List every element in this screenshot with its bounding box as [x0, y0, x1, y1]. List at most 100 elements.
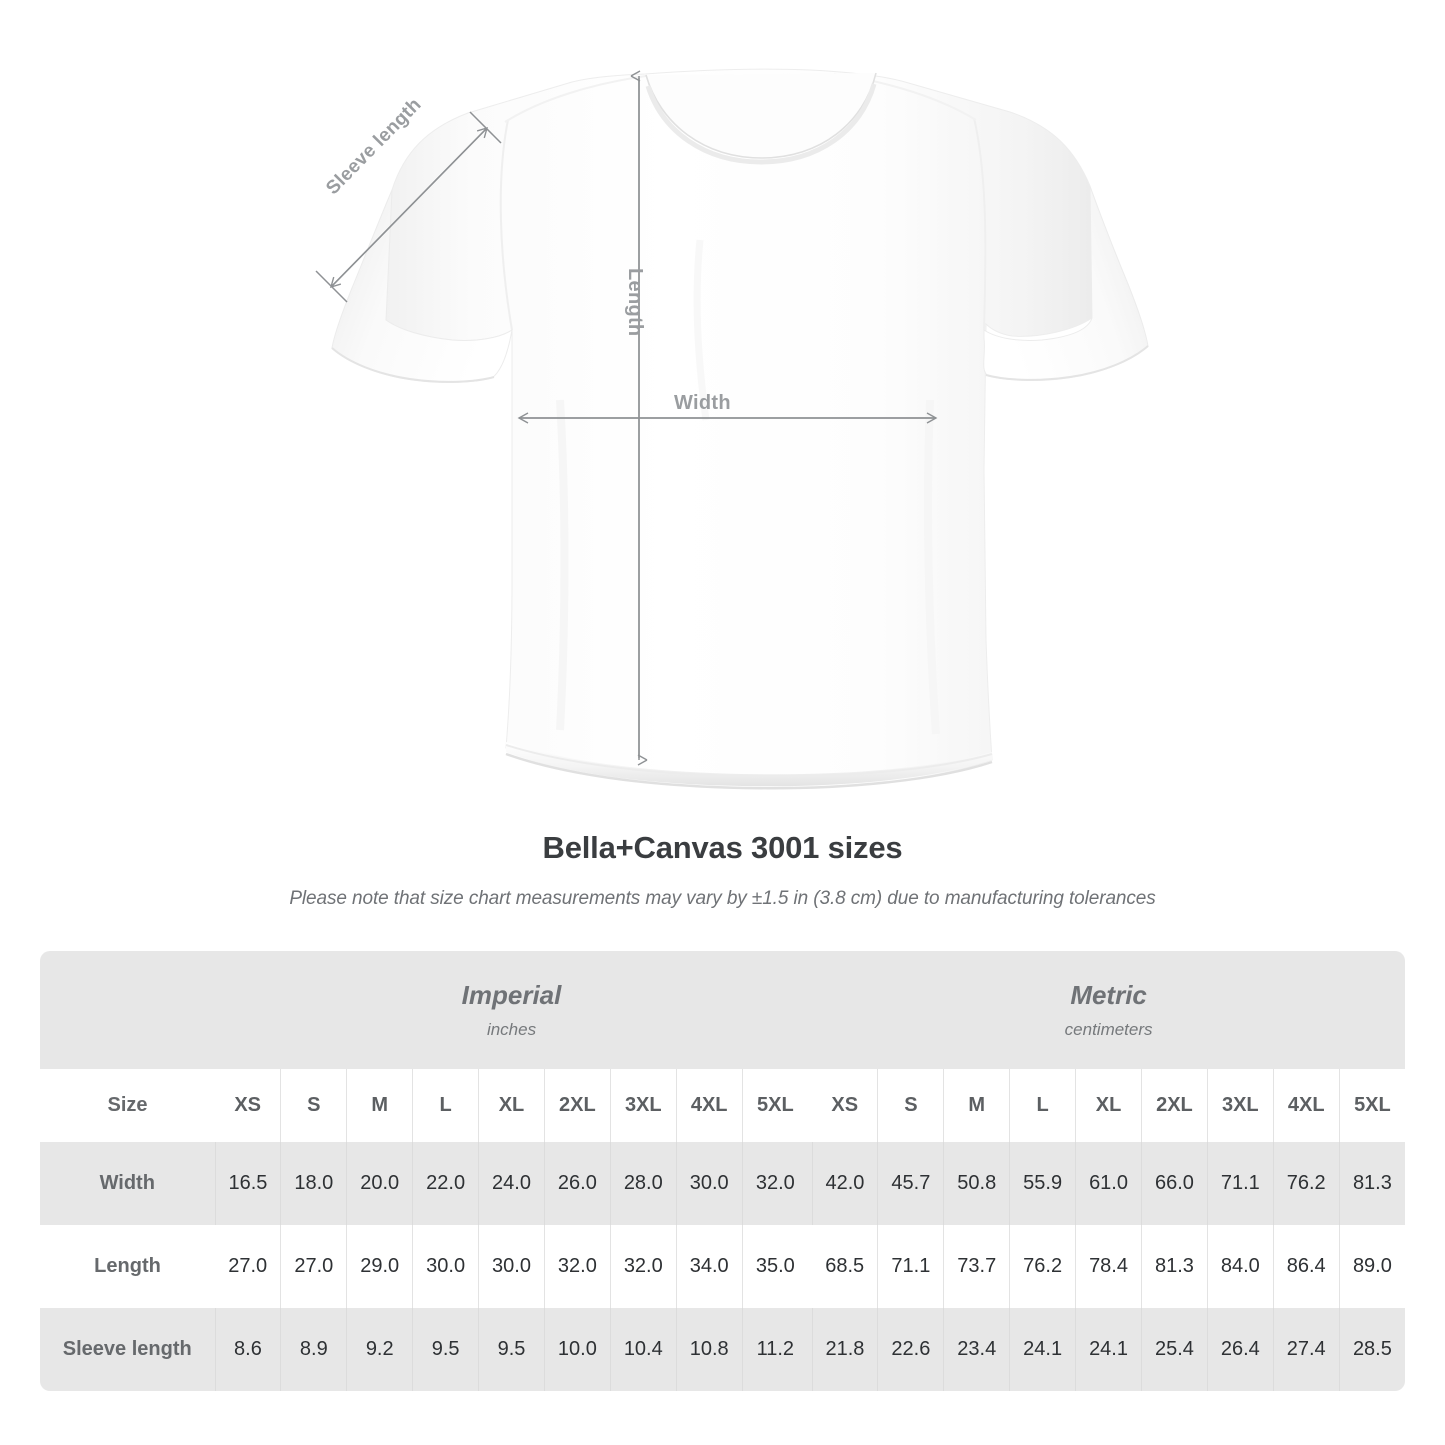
- row-label-width: Width: [40, 1142, 215, 1225]
- tshirt-illustration: [315, 68, 1149, 790]
- width-label: Width: [674, 392, 731, 414]
- cell-metric: 26.4: [1206, 1308, 1274, 1391]
- unit-header-imperial: Imperial inches: [215, 951, 809, 1069]
- cell-metric: 61.0: [1075, 1142, 1142, 1225]
- cell-imperial: 27.0: [215, 1225, 281, 1308]
- cell-imperial: 30.0: [675, 1142, 743, 1225]
- size-column-header-imperial-xs: XS: [215, 1069, 281, 1142]
- shirt-body: [331, 68, 1149, 790]
- cell-metric: 81.3: [1140, 1225, 1208, 1308]
- cell-metric: 86.4: [1272, 1225, 1340, 1308]
- cell-imperial: 30.0: [412, 1225, 479, 1308]
- cell-imperial: 32.0: [741, 1142, 809, 1225]
- size-column-header-imperial-2xl: 2XL: [543, 1069, 611, 1142]
- size-column-header-imperial-s: S: [280, 1069, 347, 1142]
- cell-imperial: 28.0: [609, 1142, 677, 1225]
- cell-metric: 25.4: [1140, 1308, 1208, 1391]
- length-label: Length: [624, 268, 646, 337]
- cell-metric: 66.0: [1140, 1142, 1208, 1225]
- cell-metric: 22.6: [877, 1308, 944, 1391]
- cell-imperial: 32.0: [609, 1225, 677, 1308]
- cell-imperial: 10.0: [543, 1308, 611, 1391]
- cell-metric: 84.0: [1206, 1225, 1274, 1308]
- size-chart-table: Imperial inches Metric centimeters Size …: [40, 951, 1405, 1391]
- size-column-header-imperial-5xl: 5XL: [741, 1069, 809, 1142]
- row-label-length: Length: [40, 1225, 215, 1308]
- cell-metric: 27.4: [1272, 1308, 1340, 1391]
- size-column-header-metric-5xl: 5XL: [1338, 1069, 1405, 1142]
- page-title: Bella+Canvas 3001 sizes: [542, 830, 903, 865]
- cell-metric: 21.8: [811, 1308, 878, 1391]
- cell-metric: 50.8: [943, 1142, 1010, 1225]
- cell-metric: 76.2: [1009, 1225, 1076, 1308]
- cell-imperial: 20.0: [346, 1142, 413, 1225]
- cell-metric: 73.7: [943, 1225, 1010, 1308]
- cell-metric: 55.9: [1009, 1142, 1076, 1225]
- unit-divider-gap: [808, 1225, 813, 1308]
- unit-band-gap: [808, 951, 813, 1069]
- size-column-header-metric-2xl: 2XL: [1140, 1069, 1208, 1142]
- size-column-header-metric-xl: XL: [1075, 1069, 1142, 1142]
- cell-imperial: 10.8: [675, 1308, 743, 1391]
- unit-divider-gap: [808, 1308, 813, 1391]
- unit-subtitle-imperial: inches: [486, 1019, 537, 1039]
- size-chart-table-container: Imperial inches Metric centimeters Size …: [40, 951, 1405, 1391]
- cell-metric: 71.1: [877, 1225, 944, 1308]
- cell-imperial: 9.2: [346, 1308, 413, 1391]
- unit-header-metric: Metric centimeters: [812, 951, 1405, 1069]
- cell-imperial: 35.0: [741, 1225, 809, 1308]
- cell-imperial: 27.0: [280, 1225, 347, 1308]
- cell-imperial: 29.0: [346, 1225, 413, 1308]
- cell-metric: 45.7: [877, 1142, 944, 1225]
- cell-imperial: 18.0: [280, 1142, 347, 1225]
- cell-imperial: 9.5: [478, 1308, 545, 1391]
- cell-imperial: 8.6: [214, 1308, 281, 1391]
- cell-imperial: 24.0: [478, 1142, 545, 1225]
- size-column-header-imperial-4xl: 4XL: [675, 1069, 743, 1142]
- cell-metric: 23.4: [943, 1308, 1010, 1391]
- size-column-header-metric-l: L: [1009, 1069, 1076, 1142]
- sleeve-tick-top: [469, 111, 502, 144]
- cell-metric: 71.1: [1206, 1142, 1274, 1225]
- cell-imperial: 16.5: [214, 1142, 281, 1225]
- size-column-header-imperial-l: L: [412, 1069, 479, 1142]
- unit-band-spacer: [40, 951, 215, 1069]
- size-header-label: Size: [40, 1069, 215, 1142]
- unit-system-band: Imperial inches Metric centimeters: [40, 951, 1405, 1069]
- cell-metric: 24.1: [1009, 1308, 1076, 1391]
- cell-imperial: 26.0: [543, 1142, 611, 1225]
- cell-imperial: 32.0: [543, 1225, 611, 1308]
- unit-title-imperial: Imperial: [461, 979, 562, 1010]
- cell-imperial: 22.0: [412, 1142, 479, 1225]
- tshirt-measurement-diagram: Sleeve length Length Width: [315, 68, 1149, 790]
- size-header-row: Size XS S M L XL 2XL 3XL 4XL 5XL XS S M L XL 2XL 3XL 4XL…: [40, 1069, 1405, 1142]
- cell-metric: 28.5: [1338, 1308, 1405, 1391]
- size-column-header-metric-3xl: 3XL: [1206, 1069, 1274, 1142]
- cell-metric: 68.5: [812, 1225, 878, 1308]
- unit-divider-gap: [808, 1069, 813, 1142]
- cell-imperial: 10.4: [609, 1308, 677, 1391]
- size-column-header-metric-m: M: [943, 1069, 1010, 1142]
- cell-metric: 24.1: [1075, 1308, 1142, 1391]
- unit-subtitle-metric: centimeters: [1064, 1019, 1153, 1039]
- cell-imperial: 11.2: [741, 1308, 809, 1391]
- table-row: Sleeve length 8.6 8.9 9.2 9.5 9.5 10.0 10.4 10.8…: [40, 1308, 1405, 1391]
- measurement-lines: [315, 70, 938, 766]
- cell-metric: 76.2: [1272, 1142, 1340, 1225]
- table-row: Length 27.0 27.0 29.0 30.0 30.0 32.0 32.0 34.0 35…: [40, 1225, 1405, 1308]
- table-row: Width 16.5 18.0 20.0 22.0 24.0 26.0 28.0 30.0 32.…: [40, 1142, 1405, 1225]
- cell-imperial: 30.0: [478, 1225, 545, 1308]
- size-column-header-imperial-xl: XL: [478, 1069, 545, 1142]
- cell-metric: 89.0: [1338, 1225, 1405, 1308]
- cell-metric: 78.4: [1075, 1225, 1142, 1308]
- size-column-header-metric-4xl: 4XL: [1272, 1069, 1340, 1142]
- sleeve-tick-bottom: [315, 270, 348, 303]
- unit-title-metric: Metric: [1070, 979, 1147, 1010]
- unit-divider-gap: [808, 1142, 813, 1225]
- cell-metric: 42.0: [811, 1142, 878, 1225]
- size-column-header-imperial-m: M: [346, 1069, 413, 1142]
- cell-imperial: 34.0: [675, 1225, 743, 1308]
- size-column-header-metric-s: S: [877, 1069, 944, 1142]
- tolerance-note: Please note that size chart measurements…: [289, 888, 1156, 909]
- size-column-header-metric-xs: XS: [812, 1069, 878, 1142]
